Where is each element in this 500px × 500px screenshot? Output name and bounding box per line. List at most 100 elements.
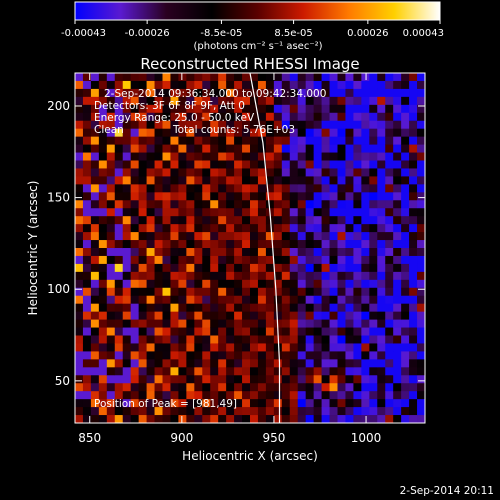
heatmap-cell: [226, 120, 235, 130]
heatmap-cell: [353, 112, 362, 122]
heatmap-cell: [337, 407, 346, 416]
heatmap-cell: [202, 136, 211, 145]
heatmap-cell: [289, 168, 299, 177]
heatmap-cell: [337, 200, 346, 209]
heatmap-cell: [106, 295, 116, 305]
heatmap-cell: [369, 96, 378, 106]
heatmap-cell: [218, 160, 227, 169]
heatmap-cell: [385, 96, 394, 106]
heatmap-cell: [218, 407, 227, 416]
heatmap-cell: [289, 343, 299, 352]
heatmap-cell: [106, 351, 116, 360]
heatmap-cell: [146, 367, 155, 376]
heatmap-cell: [305, 80, 315, 90]
heatmap-cell: [130, 80, 140, 90]
heatmap-cell: [178, 359, 187, 368]
heatmap-cell: [321, 319, 330, 328]
heatmap-cell: [329, 383, 338, 392]
heatmap-cell: [226, 295, 235, 305]
heatmap-cell: [369, 343, 378, 352]
heatmap-cell: [90, 208, 100, 217]
heatmap-cell: [218, 136, 227, 145]
heatmap-cell: [305, 96, 315, 106]
heatmap-cell: [305, 160, 315, 169]
heatmap-cell: [369, 160, 378, 169]
heatmap-cell: [257, 96, 267, 106]
heatmap-cell: [242, 73, 251, 82]
heatmap-cell: [265, 192, 275, 201]
heatmap-cell: [393, 160, 402, 169]
heatmap-cell: [353, 303, 362, 313]
heatmap-cell: [210, 375, 219, 384]
heatmap-cell: [114, 343, 124, 352]
heatmap-cell: [106, 335, 116, 344]
heatmap-cell: [321, 383, 330, 392]
heatmap-cell: [305, 248, 315, 257]
heatmap-cell: [369, 216, 378, 225]
heatmap-cell: [122, 327, 132, 336]
heatmap-cell: [186, 311, 195, 320]
heatmap-cell: [226, 176, 235, 185]
heatmap-cell: [210, 303, 219, 313]
heatmap-cell: [250, 327, 259, 336]
heatmap-cell: [82, 152, 92, 161]
heatmap-cell: [90, 391, 100, 400]
heatmap-cell: [130, 399, 140, 408]
heatmap-cell: [377, 399, 386, 408]
heatmap-cell: [234, 399, 243, 408]
heatmap-cell: [313, 319, 322, 328]
heatmap-cell: [313, 96, 322, 106]
heatmap-cell: [122, 343, 132, 352]
heatmap-cell: [257, 311, 267, 320]
heatmap-cell: [82, 351, 92, 360]
heatmap-cell: [106, 120, 116, 130]
heatmap-cell: [345, 343, 354, 352]
heatmap-cell: [146, 176, 155, 185]
heatmap-cell: [377, 248, 386, 257]
heatmap-cell: [218, 240, 227, 249]
heatmap-cell: [305, 375, 315, 384]
heatmap-cell: [401, 287, 410, 297]
heatmap-cell: [106, 184, 116, 193]
heatmap-cell: [265, 136, 275, 145]
heatmap-cell: [409, 311, 418, 320]
heatmap-cell: [377, 112, 386, 122]
heatmap-cell: [353, 136, 362, 145]
heatmap-cell: [409, 351, 418, 360]
heatmap-cell: [401, 271, 410, 281]
heatmap-cell: [170, 232, 179, 241]
heatmap-cell: [186, 240, 195, 249]
heatmap-cell: [353, 327, 362, 336]
heatmap-cell: [242, 160, 251, 169]
heatmap-cell: [90, 216, 100, 225]
heatmap-cell: [281, 208, 291, 217]
heatmap-cell: [242, 327, 251, 336]
heatmap-cell: [353, 120, 362, 130]
heatmap-cell: [257, 168, 267, 177]
heatmap-cell: [265, 88, 275, 98]
heatmap-cell: [194, 248, 203, 257]
heatmap-cell: [265, 375, 275, 384]
heatmap-cell: [234, 367, 243, 376]
heatmap-cell: [385, 295, 394, 305]
heatmap-cell: [393, 232, 402, 241]
heatmap-cell: [162, 176, 171, 185]
heatmap-cell: [106, 96, 116, 106]
heatmap-cell: [281, 136, 291, 145]
heatmap-cell: [393, 120, 402, 130]
heatmap-cell: [202, 383, 211, 392]
colorbar-tick-label: -8.5e-05: [200, 28, 242, 39]
heatmap-cell: [130, 359, 140, 368]
heatmap-cell: [75, 367, 84, 376]
heatmap-cell: [265, 120, 275, 130]
heatmap-cell: [297, 279, 307, 289]
heatmap-cell: [194, 343, 203, 352]
heatmap-cell: [218, 287, 227, 297]
heatmap-cell: [98, 303, 108, 313]
heatmap-cell: [98, 295, 108, 305]
heatmap-cell: [146, 391, 155, 400]
heatmap-cell: [194, 319, 203, 328]
heatmap-cell: [401, 311, 410, 320]
heatmap-cell: [210, 120, 219, 130]
heatmap-cell: [75, 152, 84, 161]
